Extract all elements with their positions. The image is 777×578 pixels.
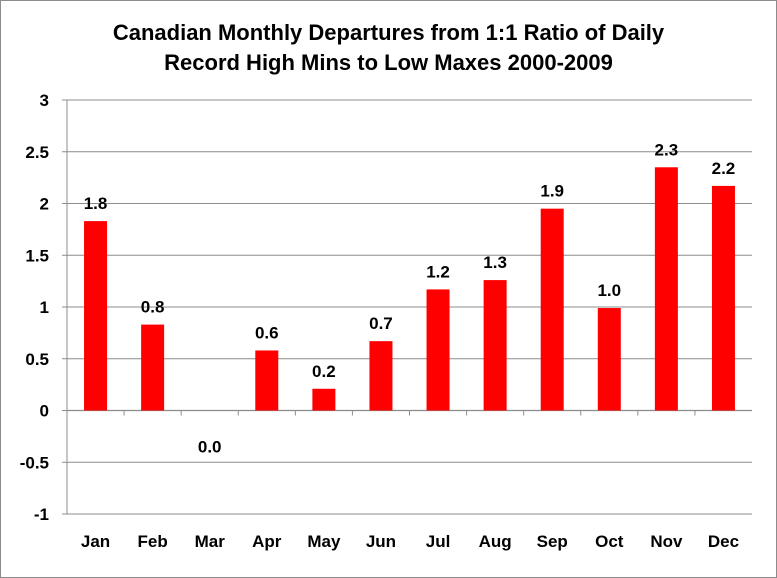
y-tick-label: 2 <box>40 195 49 214</box>
y-tick-label: 2.5 <box>25 143 49 162</box>
data-label-aug: 1.3 <box>483 253 507 272</box>
bar-nov <box>654 167 678 411</box>
x-tick-label-jul: Jul <box>426 532 451 551</box>
data-labels: 1.8 0.8 0.0 0.6 0.2 0.7 1.2 1.3 1.9 1.0 2.3 2.2 <box>84 140 736 456</box>
x-tick-label-nov: Nov <box>650 532 683 551</box>
bar-feb <box>141 324 165 411</box>
bar-sep <box>540 208 564 411</box>
y-tick-label: -0.5 <box>20 453 49 472</box>
bar-may <box>312 388 336 411</box>
x-tick-label-dec: Dec <box>708 532 739 551</box>
y-tick-label: -1 <box>34 505 49 524</box>
bar-apr <box>255 350 279 411</box>
x-tick-label-sep: Sep <box>537 532 568 551</box>
y-tick-label: 1 <box>40 298 49 317</box>
y-tick-label: 0 <box>40 402 49 421</box>
axes: 3 2.5 2 1.5 1 0.5 0 -0.5 -1 Jan Feb Mar Apr May Jun Jul… <box>20 91 752 551</box>
x-tick-label-aug: Aug <box>479 532 512 551</box>
gridlines <box>67 99 752 515</box>
data-label-feb: 0.8 <box>141 298 165 317</box>
x-tick-label-mar: Mar <box>195 532 226 551</box>
data-label-mar: 0.0 <box>198 438 222 457</box>
bar-aug <box>483 280 507 411</box>
bar-dec <box>711 185 735 411</box>
chart-title: Canadian Monthly Departures from 1:1 Rat… <box>0 18 777 78</box>
data-label-apr: 0.6 <box>255 323 279 342</box>
bar-jul <box>426 289 450 411</box>
bars <box>84 167 735 411</box>
bar-jan <box>84 221 108 411</box>
chart-title-line-1: Canadian Monthly Departures from 1:1 Rat… <box>112 20 665 45</box>
x-tick-label-jan: Jan <box>81 532 110 551</box>
data-label-oct: 1.0 <box>597 281 621 300</box>
y-tick-label: 0.5 <box>25 350 49 369</box>
x-tick-label-feb: Feb <box>138 532 168 551</box>
bar-oct <box>597 308 621 411</box>
data-label-nov: 2.3 <box>655 140 679 159</box>
data-label-dec: 2.2 <box>712 159 736 178</box>
x-tick-label-may: May <box>307 532 341 551</box>
bar-jun <box>369 341 393 411</box>
data-label-jul: 1.2 <box>426 262 450 281</box>
x-tick-label-oct: Oct <box>595 532 624 551</box>
x-tick-label-apr: Apr <box>252 532 282 551</box>
y-tick-label: 1.5 <box>25 246 49 265</box>
y-tick-label: 3 <box>40 91 49 110</box>
chart-title-line-2: Record High Mins to Low Maxes 2000-2009 <box>164 50 613 75</box>
x-tick-label-jun: Jun <box>366 532 396 551</box>
data-label-jan: 1.8 <box>84 194 108 213</box>
data-label-may: 0.2 <box>312 362 336 381</box>
data-label-sep: 1.9 <box>540 182 564 201</box>
data-label-jun: 0.7 <box>369 314 393 333</box>
